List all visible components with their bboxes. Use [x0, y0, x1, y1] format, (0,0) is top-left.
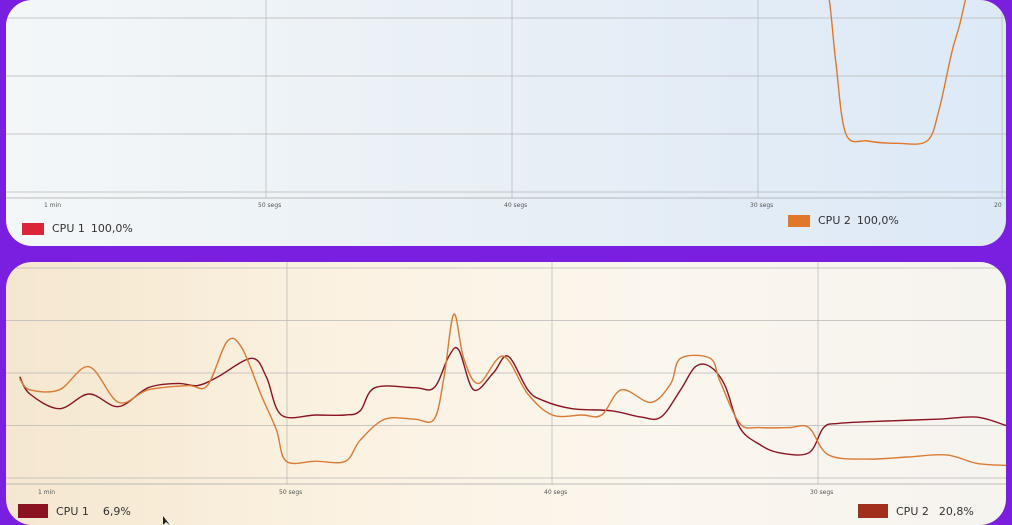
cpu-history-panel-bottom: 1 min 50 segs 40 segs 30 segs CPU 1 6,9% CP… — [6, 262, 1006, 525]
legend-label-cpu1-top: CPU 1 — [52, 222, 85, 235]
legend-swatch-cpu2-bottom — [858, 504, 888, 518]
series-line-cpu2-bottom — [19, 313, 1006, 467]
legend-value-cpu2-top: 100,0% — [856, 214, 899, 227]
legend-swatch-cpu1-bottom — [18, 504, 48, 518]
legend-cpu2-bottom: CPU 2 20,8% — [858, 504, 974, 518]
h-gridlines-bottom — [6, 267, 1006, 479]
x-tick-label: 30 segs — [750, 202, 773, 209]
legend-value-cpu1-bottom: 6,9% — [102, 504, 131, 518]
x-tick-label: 40 segs — [544, 489, 567, 496]
legend-cpu1-top: CPU 1 100,0% — [22, 222, 133, 235]
series-line-cpu1-bottom — [19, 346, 1006, 456]
x-tick-label: 1 min — [44, 202, 61, 209]
legend-label-cpu2-bottom: CPU 2 — [896, 504, 929, 518]
series-line-cpu2-top — [828, 0, 967, 145]
x-tick-label: 20 — [994, 202, 1002, 209]
x-tick-label: 1 min — [38, 489, 55, 496]
legend-swatch-cpu2-top — [788, 214, 810, 227]
legend-label-cpu2-top: CPU 2 — [818, 214, 851, 227]
cpu-chart-bottom: 1 min 50 segs 40 segs 30 segs — [6, 262, 1006, 496]
x-tick-label: 40 segs — [504, 202, 527, 209]
legend-swatch-cpu1-top — [22, 222, 44, 235]
cpu-history-panel-top: 1 min 50 segs 40 segs 30 segs 20 CPU 1 100,0… — [6, 0, 1006, 246]
legend-label-cpu1-bottom: CPU 1 — [56, 504, 89, 518]
h-gridlines-top — [6, 17, 1006, 193]
x-tick-label: 30 segs — [810, 489, 833, 496]
x-tick-label: 50 segs — [279, 489, 302, 496]
v-gridlines-bottom: 1 min 50 segs 40 segs 30 segs — [38, 262, 833, 496]
cpu-chart-top: 1 min 50 segs 40 segs 30 segs 20 — [6, 0, 1006, 209]
legend-cpu2-top: CPU 2 100,0% — [788, 214, 899, 227]
legend-value-cpu2-bottom: 20,8% — [938, 504, 974, 518]
legend-value-cpu1-top: 100,0% — [90, 222, 133, 235]
legend-cpu1-bottom: CPU 1 6,9% — [18, 504, 131, 518]
v-gridlines-top: 1 min 50 segs 40 segs 30 segs 20 — [44, 0, 1003, 209]
x-tick-label: 50 segs — [258, 202, 281, 209]
